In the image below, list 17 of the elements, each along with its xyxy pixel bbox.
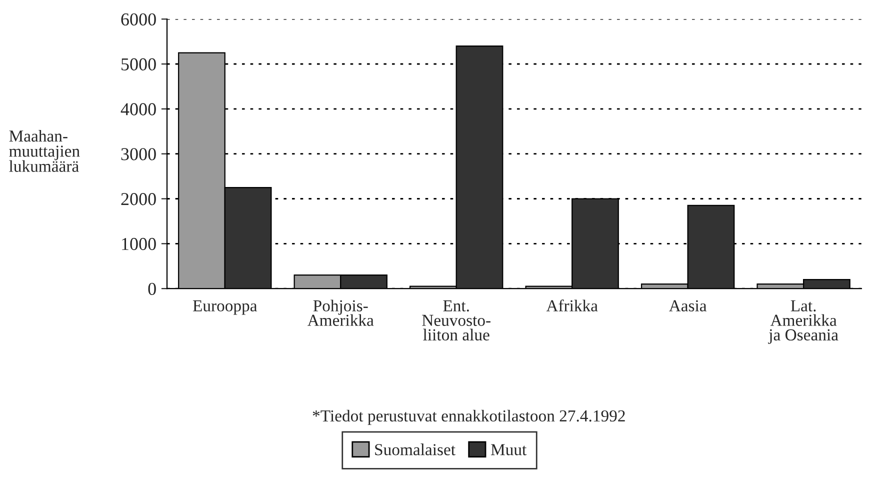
y-tick-label: 1000 [122, 238, 156, 250]
y-tick-label: 3000 [121, 148, 156, 160]
legend-label: Suomalaiset [375, 444, 456, 456]
x-tick-label: Lat. Amerikka ja Oseania [768, 300, 838, 344]
y-axis-title: Maahan- muuttajien lukumäärä [9, 130, 80, 172]
y-tick-label: 2000 [121, 193, 156, 206]
text: *Tiedot perustuvat ennakkotilastoon 27.4.1992 [312, 410, 625, 425]
x-tick-label: Pohjois- Amerikka [307, 300, 374, 326]
x-tick-label: Aasia [669, 300, 707, 312]
y-tick-label: 4000 [120, 103, 156, 116]
y-tick-label: 6000 [121, 13, 156, 26]
y-tick-label: 5000 [122, 58, 156, 70]
x-tick-label: Afrikka [546, 300, 598, 312]
y-tick-label: 0 [148, 282, 156, 296]
x-tick-label: Ent. Neuvosto- liiton alue [422, 300, 490, 340]
legend-label: Muut [490, 444, 527, 456]
x-tick-label: Eurooppa [192, 300, 258, 315]
